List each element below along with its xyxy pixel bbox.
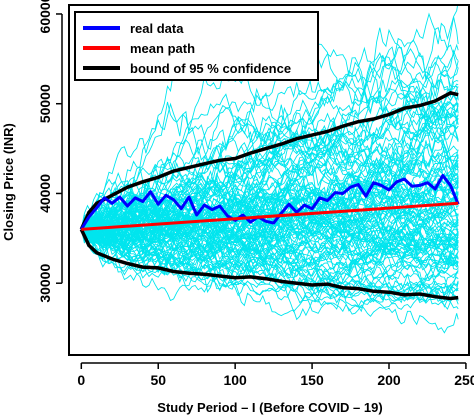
x-axis: 0 50 100 150 200 250 xyxy=(77,362,474,388)
simulated-path xyxy=(80,204,459,321)
simulated-path xyxy=(81,216,459,334)
y-axis-title: Closing Price (INR) xyxy=(1,123,16,241)
simulated-path xyxy=(80,160,459,230)
simulated-path xyxy=(80,214,459,259)
y-tick-label: 30000 xyxy=(37,264,53,303)
simulated-path xyxy=(81,150,459,265)
legend-label: mean path xyxy=(130,41,195,56)
simulated-path xyxy=(80,229,459,269)
x-tick-label: 0 xyxy=(77,372,85,388)
y-tick-label: 60000 xyxy=(37,0,53,33)
simulated-path xyxy=(80,175,459,261)
simulated-path xyxy=(81,209,459,301)
confidence-upper-line xyxy=(79,91,459,231)
simulated-path xyxy=(80,112,459,288)
simulated-path xyxy=(81,205,459,274)
legend-label: real data xyxy=(130,21,184,36)
simulated-path xyxy=(81,64,459,253)
real-data-line xyxy=(80,174,460,231)
simulated-path xyxy=(80,43,459,242)
simulated-path xyxy=(81,213,459,304)
x-tick-label: 150 xyxy=(300,372,324,388)
simulated-path xyxy=(80,139,459,232)
x-tick-label: 100 xyxy=(223,372,247,388)
plot-frame xyxy=(68,4,470,356)
y-tick-label: 40000 xyxy=(37,174,53,213)
legend-label: bound of 95 % confidence xyxy=(130,61,291,76)
simulated-path xyxy=(80,173,459,237)
simulated-path xyxy=(80,27,459,241)
x-tick-label: 50 xyxy=(150,372,166,388)
y-tick-label: 50000 xyxy=(37,84,53,123)
simulated-path xyxy=(80,229,459,305)
simulated-path xyxy=(80,101,459,240)
simulated-path xyxy=(80,93,459,230)
simulated-path xyxy=(80,20,459,230)
x-axis-title: Study Period – I (Before COVID – 19) xyxy=(157,400,382,415)
simulated-path xyxy=(81,192,459,261)
mean-path-line xyxy=(81,201,459,231)
x-tick-label: 200 xyxy=(377,372,401,388)
simulated-path xyxy=(80,214,459,309)
y-axis: 30000 40000 50000 60000 xyxy=(37,0,63,303)
confidence-lower-line xyxy=(79,228,459,301)
series-lines xyxy=(79,91,460,301)
x-tick-label: 250 xyxy=(454,372,474,388)
legend: real data mean path bound of 95 % confiden… xyxy=(74,11,319,81)
